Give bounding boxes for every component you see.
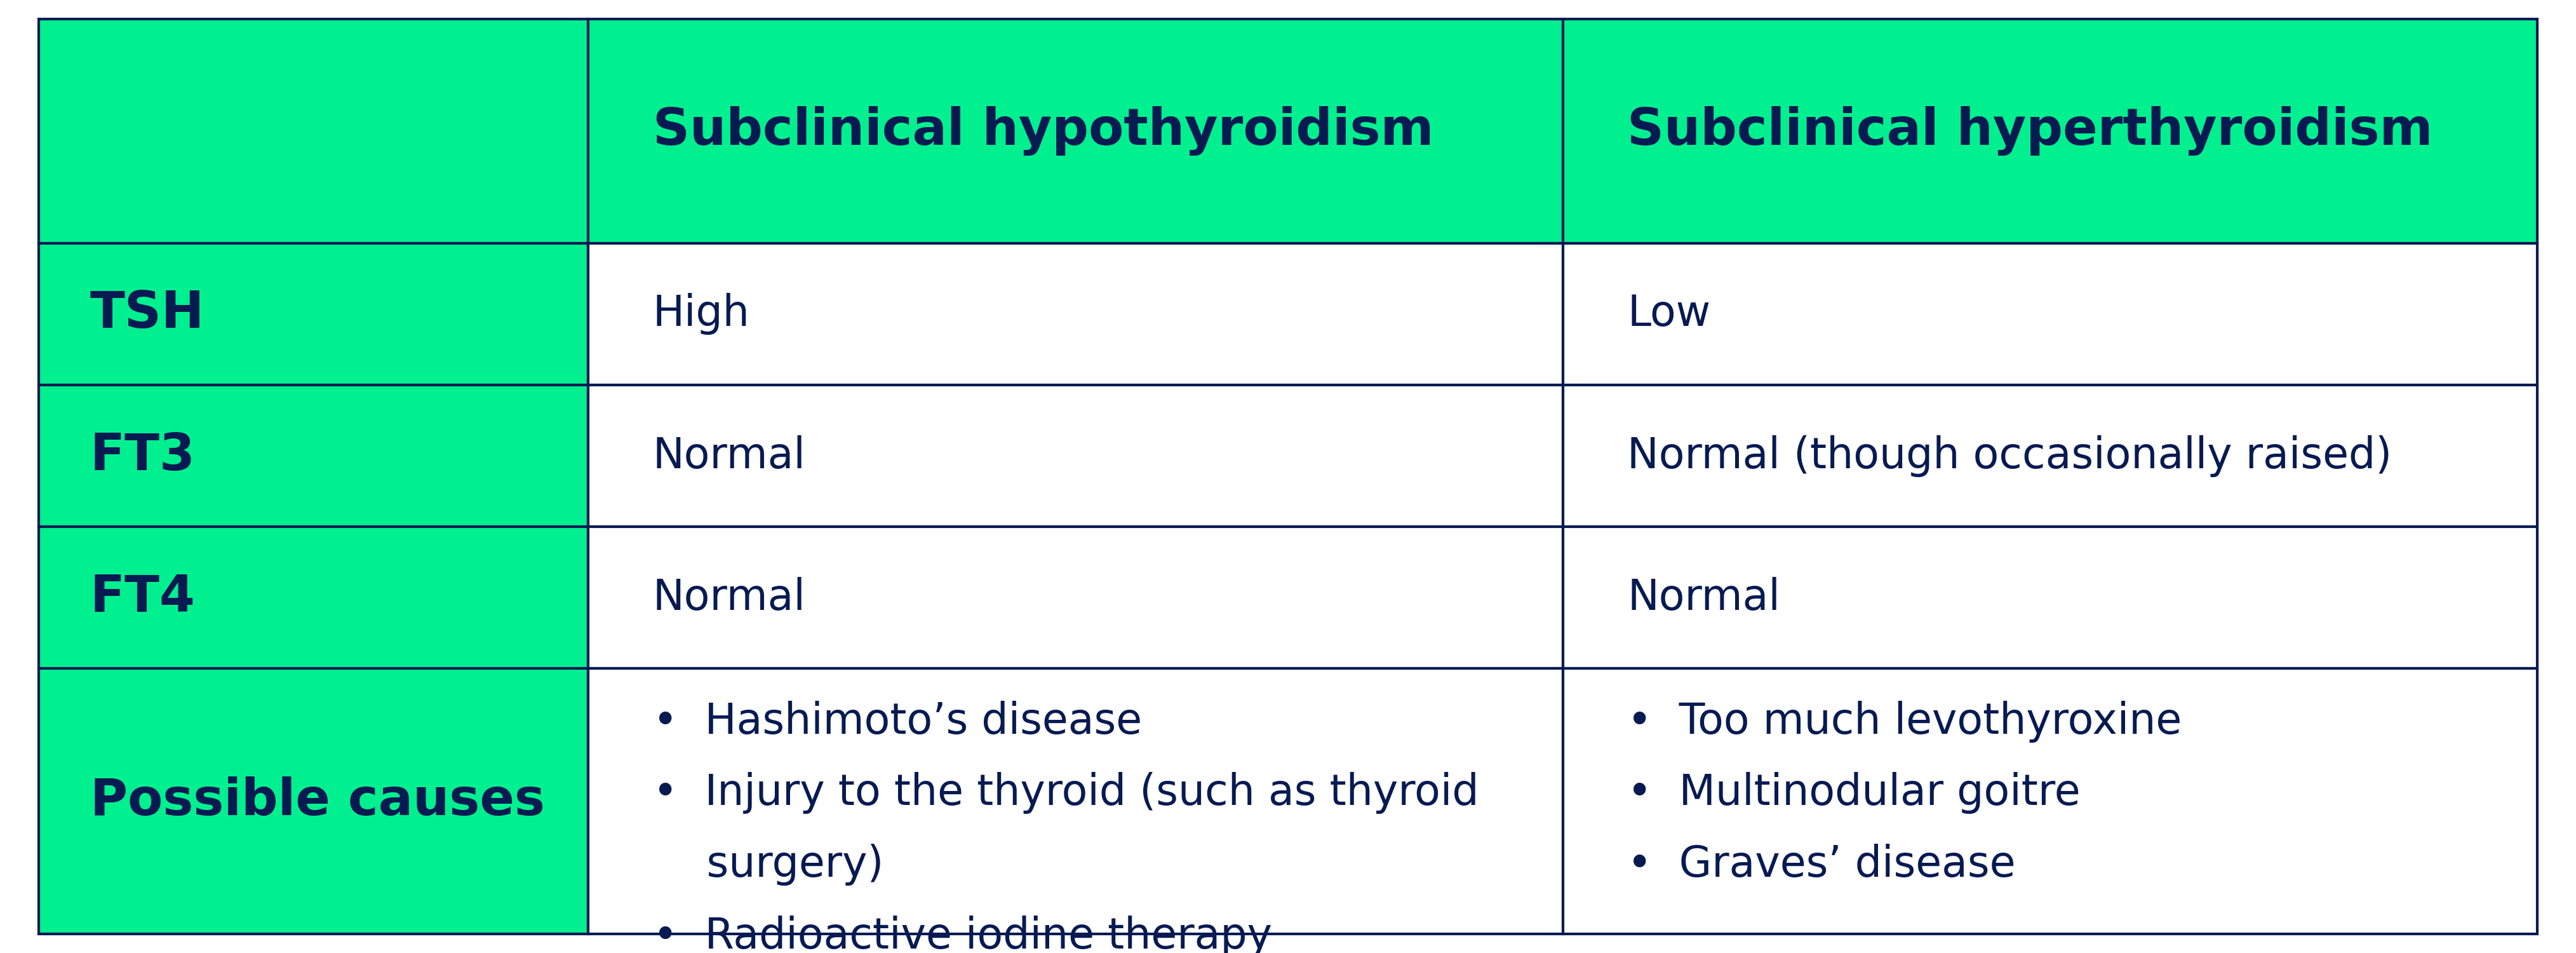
- Text: High: High: [652, 294, 750, 335]
- Bar: [587, 385, 1564, 527]
- Text: FT4: FT4: [90, 573, 196, 622]
- Bar: [39, 19, 587, 243]
- Bar: [587, 243, 1564, 385]
- Bar: [1564, 243, 2537, 385]
- Bar: [1564, 19, 2537, 243]
- Text: Normal: Normal: [1628, 577, 1780, 618]
- Text: Subclinical hyperthyroidism: Subclinical hyperthyroidism: [1628, 107, 2432, 156]
- Text: Normal (though occasionally raised): Normal (though occasionally raised): [1628, 435, 2393, 476]
- Text: Normal: Normal: [652, 435, 806, 476]
- Bar: [1564, 385, 2537, 527]
- Text: •  Hashimoto’s disease
•  Injury to the thyroid (such as thyroid
    surgery)
• : • Hashimoto’s disease • Injury to the th…: [652, 700, 1479, 953]
- Text: Subclinical hypothyroidism: Subclinical hypothyroidism: [652, 107, 1435, 156]
- Bar: [39, 243, 587, 385]
- Text: Normal: Normal: [652, 577, 806, 618]
- Text: •  Too much levothyroxine
•  Multinodular goitre
•  Graves’ disease: • Too much levothyroxine • Multinodular …: [1628, 700, 2182, 885]
- Text: FT3: FT3: [90, 431, 196, 480]
- Bar: [1564, 527, 2537, 669]
- Bar: [39, 527, 587, 669]
- Bar: [1564, 669, 2537, 934]
- Bar: [39, 669, 587, 934]
- Bar: [39, 385, 587, 527]
- Text: Possible causes: Possible causes: [90, 777, 546, 826]
- Bar: [587, 19, 1564, 243]
- Bar: [587, 669, 1564, 934]
- Bar: [587, 527, 1564, 669]
- Text: TSH: TSH: [90, 290, 204, 339]
- Text: Low: Low: [1628, 294, 1710, 335]
